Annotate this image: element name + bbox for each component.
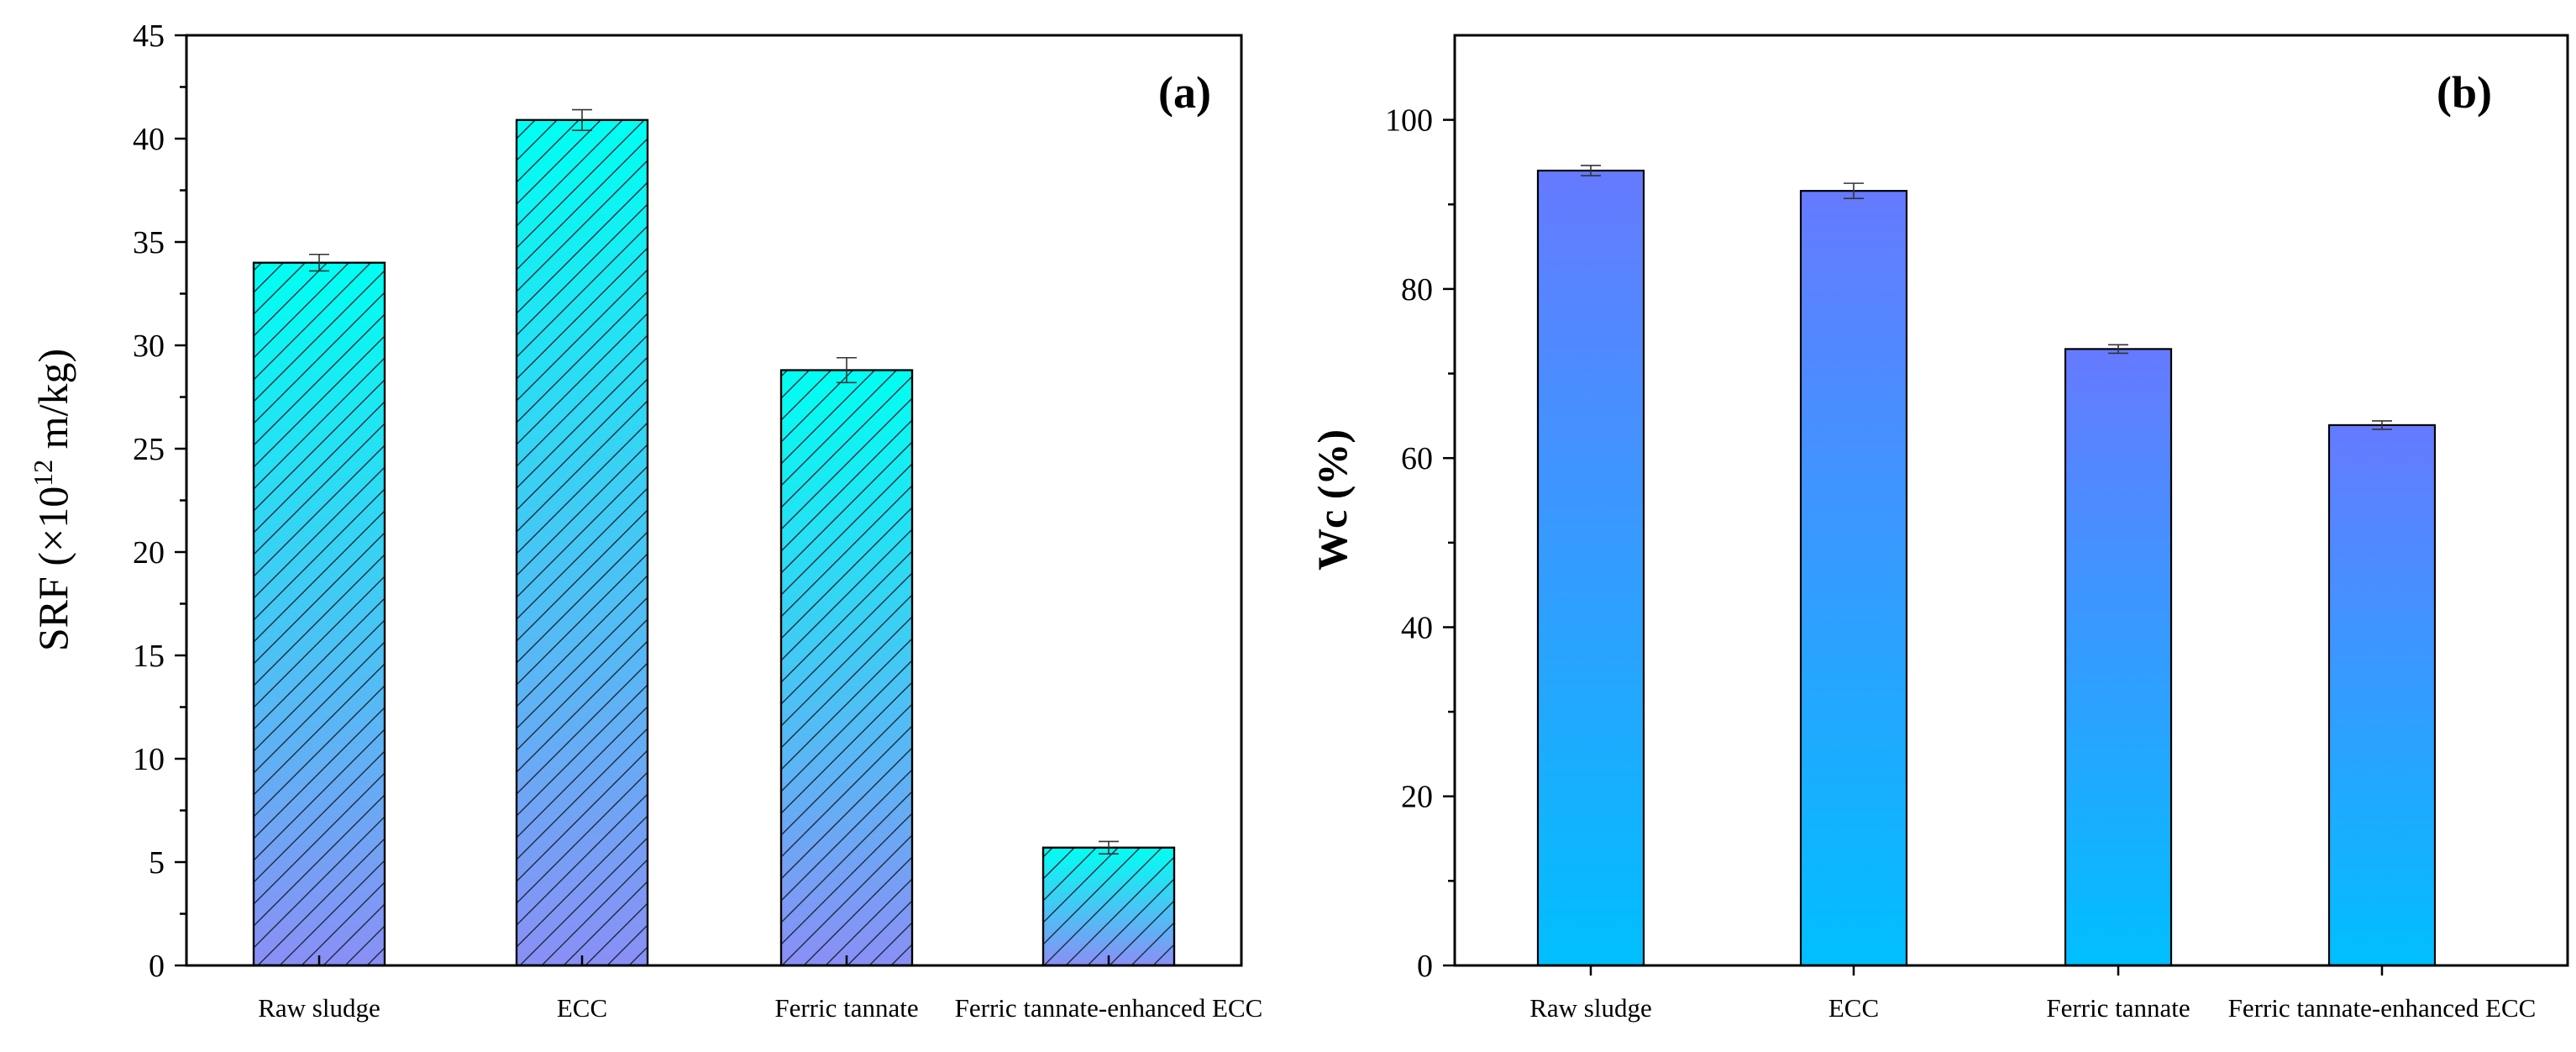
panel-a-y-tick-label: 40 bbox=[133, 122, 165, 157]
panel-b-y-tick-label: 40 bbox=[1401, 610, 1433, 645]
panel-b-frame bbox=[1453, 34, 2569, 967]
panel-a-bar-hatch-2 bbox=[779, 369, 914, 967]
panel-a-y-tick-label: 25 bbox=[133, 432, 165, 467]
panel-a-y-tick-label: 10 bbox=[133, 742, 165, 777]
panel-a-y-tick-label: 0 bbox=[149, 949, 165, 984]
panel-a-error-bar-3 bbox=[1099, 840, 1119, 855]
panel-b-category-label-2: Ferric tannate bbox=[2046, 993, 2190, 1023]
panel-a-srf-chart: 0 5 10 15 20 25 30 35 40 45 Raw sludge ECC Ferric t… bbox=[28, 18, 1262, 1023]
panel-a-y-tick-label: 20 bbox=[133, 535, 165, 571]
panel-a-y-tick-label: 45 bbox=[133, 18, 165, 54]
panel-a-bar-hatch-1 bbox=[515, 118, 649, 967]
panel-b-error-bar-3 bbox=[2372, 420, 2392, 430]
panel-a-error-bar-2 bbox=[837, 356, 857, 384]
panel-a-y-axis-title: SRF (×1012 m/kg) bbox=[28, 349, 76, 651]
panel-b-y-tick-label: 0 bbox=[1417, 949, 1433, 984]
panel-a-label: (a) bbox=[1158, 67, 1211, 118]
panel-b-bar-3 bbox=[2327, 423, 2437, 967]
panel-b-wc-chart: 0 20 40 60 80 100 Raw sludge ECC Ferric tannate… bbox=[1309, 34, 2569, 1023]
panel-a-category-label-3: Ferric tannate-enhanced ECC bbox=[955, 993, 1263, 1023]
panel-a-category-label-1: ECC bbox=[557, 993, 607, 1023]
panel-a-bar-hatch-3 bbox=[1041, 846, 1176, 967]
panel-a-y-tick-label: 15 bbox=[133, 639, 165, 674]
panel-b-category-label-1: ECC bbox=[1828, 993, 1879, 1023]
panel-b-error-bar-2 bbox=[2108, 344, 2128, 355]
panel-a-error-bar-0 bbox=[309, 253, 329, 272]
panel-a-category-label-0: Raw sludge bbox=[258, 993, 380, 1023]
panel-b-y-axis-title: Wc (%) bbox=[1309, 429, 1356, 571]
panel-a-y-tick-label: 5 bbox=[149, 845, 165, 881]
panel-a-bar-hatch-0 bbox=[252, 261, 386, 967]
panel-b-category-label-3: Ferric tannate-enhanced ECC bbox=[2228, 993, 2537, 1023]
panel-a-y-tick-label: 35 bbox=[133, 225, 165, 260]
panel-b-y-tick-label: 100 bbox=[1385, 103, 1433, 139]
panel-b-category-label-0: Raw sludge bbox=[1529, 993, 1652, 1023]
panel-b-bar-1 bbox=[1799, 190, 1908, 967]
panel-b-y-tick-label: 60 bbox=[1401, 441, 1433, 476]
panel-b-bar-2 bbox=[2064, 348, 2173, 967]
panel-b-error-bar-0 bbox=[1581, 165, 1601, 176]
panel-a-category-label-2: Ferric tannate bbox=[774, 993, 918, 1023]
panel-a-y-tick-label: 30 bbox=[133, 329, 165, 364]
panel-b-error-bar-1 bbox=[1844, 182, 1864, 200]
panel-b-y-tick-label: 80 bbox=[1401, 272, 1433, 308]
panel-b-bar-0 bbox=[1536, 169, 1645, 967]
panel-b-y-tick-label: 20 bbox=[1401, 780, 1433, 815]
panel-b-label: (b) bbox=[2437, 67, 2492, 118]
panel-a-error-bar-1 bbox=[572, 108, 592, 131]
